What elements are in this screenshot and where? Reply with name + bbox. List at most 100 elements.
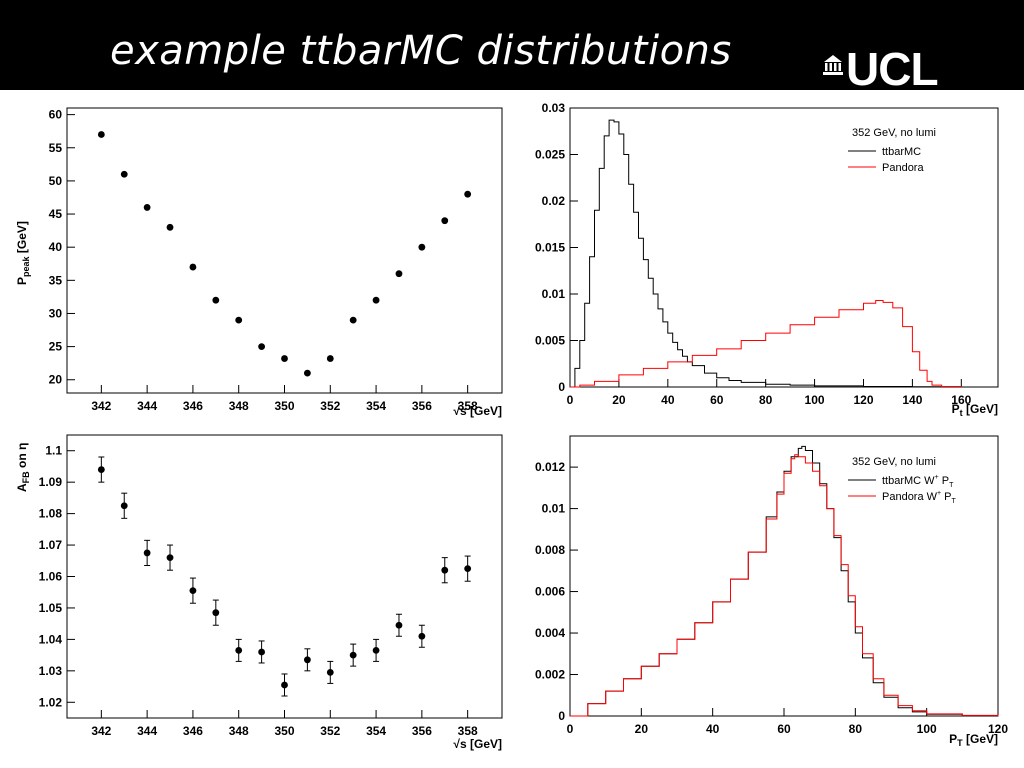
data-point (464, 565, 472, 573)
x-tick-label: 350 (274, 399, 294, 413)
series-line-ttbarmc (570, 119, 962, 388)
y-tick-label: 0.01 (542, 287, 566, 301)
x-tick-label: 342 (91, 724, 111, 738)
y-tick-label: 0 (558, 709, 565, 723)
x-tick-label: 120 (853, 393, 873, 407)
logo-text: UCL (846, 43, 939, 95)
y-tick-label: 1.07 (39, 538, 63, 552)
x-tick-label: 348 (229, 399, 249, 413)
data-point (418, 632, 426, 640)
y-tick-label: 0.03 (542, 101, 566, 115)
data-point (235, 646, 243, 654)
y-tick-label: 0 (558, 380, 565, 394)
x-tick-label: 352 (320, 399, 340, 413)
y-tick-label: 45 (49, 207, 63, 221)
y-tick-label: 0.006 (535, 585, 565, 599)
y-tick-label: 0.012 (535, 460, 565, 474)
x-tick-label: 352 (320, 724, 340, 738)
x-tick-label: 356 (412, 399, 432, 413)
x-tick-label: 80 (759, 393, 773, 407)
legend: 352 GeV, no lumi ttbarMC W+ PT Pandora W… (848, 456, 957, 505)
chart-ppeak-vs-sqrts: 342 344 346 348 350 352 354 356 358 20 25 30 35 40 45 5… (15, 107, 503, 418)
data-point (120, 170, 128, 178)
y-tick-label: 0.008 (535, 543, 565, 557)
x-tick-label: 20 (612, 393, 626, 407)
chart-pt-distribution: 0 20 40 60 80 100 120 140 160 0 0.005 0.01 0.015 0.02… (535, 101, 999, 418)
chart-afb-vs-sqrts: 342 344 346 348 350 352 354 356 358 1.02 1.03 1.04 1… (15, 434, 503, 751)
y-tick-label: 35 (49, 273, 63, 287)
plot-frame (569, 107, 999, 388)
header-bar: example ttbarMC distributions UCL (0, 0, 1024, 95)
legend-label-ttbarmc: ttbarMC (882, 146, 921, 158)
x-tick-label: 40 (706, 722, 720, 736)
legend-label-ttbarmc: ttbarMC W+ PT (882, 474, 954, 489)
x-tick-label: 120 (988, 722, 1008, 736)
ucl-logo: UCL (822, 43, 992, 95)
x-tick-label: 344 (137, 399, 157, 413)
portico-icon (823, 55, 843, 75)
x-tick-label: 140 (902, 393, 922, 407)
y-tick-label: 1.1 (45, 444, 62, 458)
y-tick-label: 50 (49, 174, 63, 188)
y-tick-label: 1.08 (39, 507, 63, 521)
y-tick-label: 0.02 (542, 194, 566, 208)
x-tick-label: 346 (183, 399, 203, 413)
x-tick-label: 0 (567, 393, 574, 407)
data-point (166, 223, 174, 231)
data-point (258, 648, 266, 656)
legend-label-pandora: Pandora (882, 162, 924, 174)
x-tick-label: 40 (661, 393, 675, 407)
y-tick-label: 1.03 (39, 664, 63, 678)
y-axis-title: Ppeak [GeV] (15, 221, 31, 285)
x-tick-label: 60 (710, 393, 724, 407)
data-point (326, 355, 334, 362)
x-tick-label: 342 (91, 399, 111, 413)
x-tick-label: 160 (951, 393, 971, 407)
y-tick-label: 25 (49, 340, 63, 354)
data-point (189, 587, 197, 595)
page-title: example ttbarMC distributions (110, 28, 732, 74)
data-point (441, 566, 449, 574)
data-point (395, 270, 403, 278)
x-axis-title: PT [GeV] (949, 732, 998, 748)
data-point (281, 355, 288, 362)
x-tick-label: 356 (412, 724, 432, 738)
y-tick-label: 1.04 (39, 632, 63, 646)
x-axis-title: Pt [GeV] (952, 402, 998, 418)
x-tick-label: 100 (917, 722, 937, 736)
x-tick-label: 344 (137, 724, 157, 738)
y-tick-label: 1.06 (39, 570, 63, 584)
plot-frame (66, 107, 503, 394)
x-tick-label: 358 (458, 724, 478, 738)
y-tick-label: 0.004 (535, 626, 565, 640)
y-tick-label: 0.005 (535, 334, 565, 348)
data-point (281, 681, 288, 689)
y-tick-label: 0.025 (535, 148, 565, 162)
x-tick-label: 350 (274, 724, 294, 738)
y-tick-label: 60 (49, 108, 63, 122)
y-axis-title: AFB on η (15, 443, 31, 492)
legend-title: 352 GeV, no lumi (852, 456, 936, 468)
x-tick-label: 348 (229, 724, 249, 738)
y-tick-label: 1.05 (39, 601, 63, 615)
data-point (166, 554, 174, 562)
data-point (189, 263, 197, 271)
data-point (235, 316, 243, 324)
data-point (212, 609, 220, 617)
chart-w-pt-distribution: 0 20 40 60 80 100 120 0 0.002 0.004 0.006 0.008 0.01… (535, 435, 1008, 748)
series-line-pandora (570, 454, 999, 717)
y-tick-label: 0.01 (542, 502, 566, 516)
data-point (441, 217, 449, 225)
x-axis-title: √s [GeV] (453, 404, 502, 418)
data-point (97, 131, 105, 138)
data-point (372, 646, 380, 654)
x-tick-label: 354 (366, 724, 386, 738)
x-tick-label: 358 (458, 399, 478, 413)
x-tick-label: 0 (567, 722, 574, 736)
y-tick-label: 40 (49, 240, 63, 254)
legend: 352 GeV, no lumi ttbarMC Pandora (848, 127, 936, 174)
data-point (258, 343, 266, 351)
y-tick-label: 0.015 (535, 241, 565, 255)
y-tick-label: 20 (49, 373, 63, 387)
data-point (395, 621, 403, 629)
